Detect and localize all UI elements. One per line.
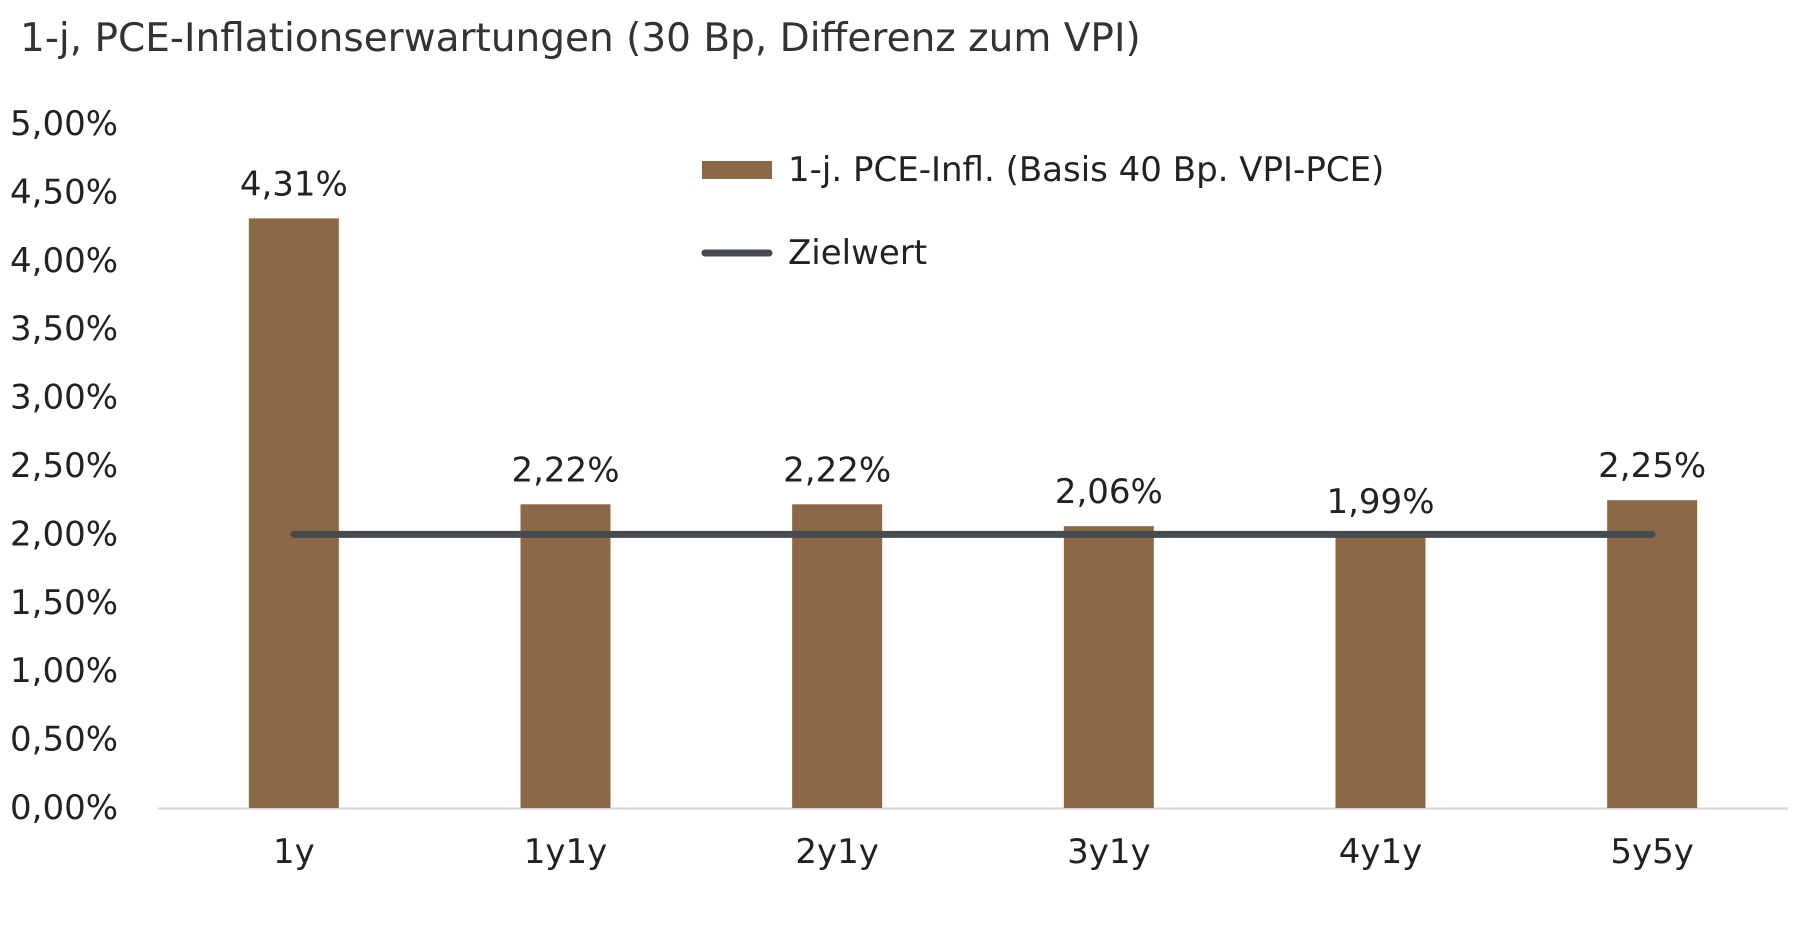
x-tick-label: 4y1y	[1339, 832, 1423, 872]
bar-data-label: 4,31%	[240, 164, 348, 204]
y-tick-label: 5,00%	[10, 104, 118, 144]
y-tick-label: 0,50%	[10, 720, 118, 760]
y-tick-label: 0,00%	[10, 788, 118, 828]
y-tick-label: 4,50%	[10, 172, 118, 212]
y-tick-label: 4,00%	[10, 241, 118, 281]
bar	[1063, 526, 1154, 808]
y-tick-label: 3,50%	[10, 309, 118, 349]
bar-data-label: 2,22%	[783, 450, 891, 490]
legend-bar-swatch	[702, 161, 772, 179]
legend-bar-label: 1-j. PCE-Infl. (Basis 40 Bp. VPI-PCE)	[788, 150, 1384, 190]
bar	[520, 504, 611, 808]
bar	[1607, 500, 1698, 808]
x-axis: 1y 1y1y 2y1y 3y1y 4y1y 5y5y	[158, 807, 1788, 872]
bar-series: 4,31% 2,22% 2,22% 2,06% 1,99% 2,25%	[240, 164, 1706, 809]
bar	[1335, 535, 1426, 808]
bar-data-label: 2,06%	[1055, 472, 1163, 512]
y-tick-label: 2,00%	[10, 514, 118, 554]
x-tick-label: 3y1y	[1067, 832, 1151, 872]
bar	[792, 504, 883, 808]
legend: 1-j. PCE-Infl. (Basis 40 Bp. VPI-PCE) Zie…	[701, 150, 1384, 273]
bar	[248, 218, 339, 809]
x-tick-label: 5y5y	[1610, 832, 1694, 872]
chart-title: 1-j, PCE-Inflationserwartungen (30 Bp, D…	[20, 16, 1141, 61]
bar-data-label: 1,99%	[1326, 482, 1434, 522]
legend-line-label: Zielwert	[788, 233, 927, 273]
y-tick-label: 3,00%	[10, 378, 118, 418]
x-tick-label: 2y1y	[795, 832, 879, 872]
x-tick-label: 1y	[273, 832, 315, 872]
bar-data-label: 2,22%	[511, 450, 619, 490]
y-tick-label: 1,50%	[10, 583, 118, 623]
y-axis: 0,00% 0,50% 1,00% 1,50% 2,00% 2,50% 3,00% 3,50%…	[10, 104, 118, 828]
y-tick-label: 1,00%	[10, 651, 118, 691]
bar-data-label: 2,25%	[1598, 446, 1706, 486]
x-tick-label: 1y1y	[524, 832, 608, 872]
y-tick-label: 2,50%	[10, 446, 118, 486]
